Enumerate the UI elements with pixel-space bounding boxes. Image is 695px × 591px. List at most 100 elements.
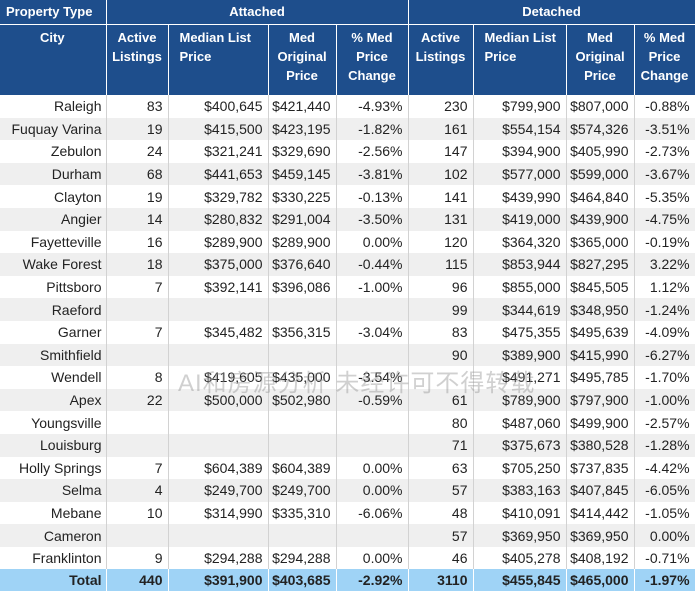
attached-active-listings-cell: 19	[106, 185, 169, 208]
attached-med-original-price-cell: $335,310	[268, 501, 337, 525]
table-row[interactable]: Clayton 19 $329,782 $330,225 -0.13% 141 $439,9…	[0, 185, 695, 208]
table-row[interactable]: Fuquay Varina 19 $415,500 $423,195 -1.82% 161…	[0, 117, 695, 141]
attached-pct-change-cell	[336, 524, 409, 547]
detached-median-list-price-cell: $855,000	[473, 275, 567, 299]
attached-med-original-price-cell	[268, 343, 337, 367]
detached-pct-change-cell: -2.73%	[634, 140, 695, 163]
detached-active-listings-cell: 61	[408, 388, 474, 412]
city-cell: Selma	[0, 479, 107, 502]
attached-median-list-price-cell: $289,900	[168, 230, 269, 254]
attached-pct-change-cell: -0.44%	[336, 253, 409, 276]
detached-active-listings-cell: 99	[408, 298, 474, 321]
attached-pct-change-cell: -0.13%	[336, 185, 409, 208]
detached-pct-change-cell: -1.05%	[634, 501, 695, 525]
detached-median-list-price-cell: $554,154	[473, 117, 567, 141]
detached-group-header[interactable]: Detached	[408, 0, 695, 25]
attached-med-original-price-cell: $423,195	[268, 117, 337, 141]
total-detached-pct-change: -1.97%	[634, 569, 695, 591]
detached-pct-med-price-change-header[interactable]: % Med Price Change	[634, 24, 695, 95]
city-cell: Holly Springs	[0, 456, 107, 480]
city-cell: Wake Forest	[0, 253, 107, 276]
city-cell: Angier	[0, 207, 107, 231]
detached-median-list-price-header[interactable]: Median List Price	[473, 24, 567, 95]
property-type-header[interactable]: Property Type	[0, 0, 107, 25]
attached-med-original-price-cell: $249,700	[268, 479, 337, 502]
attached-median-list-price-header[interactable]: Median List Price	[168, 24, 269, 95]
table-row[interactable]: Selma 4 $249,700 $249,700 0.00% 57 $383,163 $40…	[0, 479, 695, 502]
detached-median-list-price-cell: $475,355	[473, 320, 567, 344]
table-row[interactable]: Angier 14 $280,832 $291,004 -3.50% 131 $419,00…	[0, 207, 695, 231]
detached-pct-change-cell: -1.24%	[634, 298, 695, 321]
city-cell: Durham	[0, 162, 107, 186]
detached-active-listings-cell: 90	[408, 343, 474, 367]
city-cell: Raeford	[0, 298, 107, 321]
table-row[interactable]: Youngsville 80 $487,060 $499,900 -2.57%	[0, 411, 695, 434]
attached-med-original-price-cell	[268, 433, 337, 457]
attached-pct-change-cell: -3.04%	[336, 320, 409, 344]
table-row[interactable]: Wendell 8 $419,605 $435,000 -3.54% $491,271 $4…	[0, 366, 695, 389]
attached-active-listings-cell: 22	[106, 388, 169, 412]
detached-med-original-price-cell: $599,000	[566, 162, 635, 186]
city-cell: Wendell	[0, 366, 107, 389]
attached-active-listings-header[interactable]: Active Listings	[106, 24, 169, 95]
table-row[interactable]: Franklinton 9 $294,288 $294,288 0.00% 46 $405,…	[0, 546, 695, 570]
detached-med-original-price-cell: $827,295	[566, 253, 635, 276]
detached-med-original-price-cell: $369,950	[566, 524, 635, 547]
detached-median-list-price-cell: $577,000	[473, 162, 567, 186]
attached-pct-change-cell: -2.56%	[336, 140, 409, 163]
attached-pct-change-cell: -3.50%	[336, 207, 409, 231]
detached-med-original-price-cell: $348,950	[566, 298, 635, 321]
detached-pct-change-cell: -1.70%	[634, 366, 695, 389]
detached-med-original-price-cell: $807,000	[566, 95, 635, 118]
detached-med-original-price-cell: $439,900	[566, 207, 635, 231]
detached-med-original-price-cell: $464,840	[566, 185, 635, 208]
attached-med-original-price-cell: $356,315	[268, 320, 337, 344]
detached-median-list-price-cell: $369,950	[473, 524, 567, 547]
city-cell: Smithfield	[0, 343, 107, 367]
detached-pct-change-cell: -6.27%	[634, 343, 695, 367]
table-row[interactable]: Smithfield 90 $389,900 $415,990 -6.27%	[0, 343, 695, 367]
attached-med-original-price-header[interactable]: Med Original Price	[268, 24, 337, 95]
attached-med-original-price-cell: $421,440	[268, 95, 337, 118]
table-row[interactable]: Raeford 99 $344,619 $348,950 -1.24%	[0, 298, 695, 321]
detached-median-list-price-cell: $487,060	[473, 411, 567, 434]
detached-active-listings-cell	[408, 366, 474, 389]
attached-active-listings-cell: 18	[106, 253, 169, 276]
attached-median-list-price-cell	[168, 524, 269, 547]
attached-median-list-price-cell: $280,832	[168, 207, 269, 231]
city-cell: Fuquay Varina	[0, 117, 107, 141]
detached-pct-change-cell: -6.05%	[634, 479, 695, 502]
table-row[interactable]: Garner 7 $345,482 $356,315 -3.04% 83 $475,355 $…	[0, 320, 695, 344]
attached-pct-med-price-change-header[interactable]: % Med Price Change	[336, 24, 409, 95]
table-row[interactable]: Fayetteville 16 $289,900 $289,900 0.00% 120 $3…	[0, 230, 695, 254]
detached-active-listings-cell: 63	[408, 456, 474, 480]
attached-active-listings-cell	[106, 411, 169, 434]
attached-active-listings-cell: 7	[106, 456, 169, 480]
detached-median-list-price-cell: $705,250	[473, 456, 567, 480]
table-row[interactable]: Durham 68 $441,653 $459,145 -3.81% 102 $577,00…	[0, 162, 695, 186]
table-row[interactable]: Pittsboro 7 $392,141 $396,086 -1.00% 96 $855,0…	[0, 275, 695, 299]
attached-pct-change-cell: 0.00%	[336, 230, 409, 254]
detached-med-original-price-cell: $405,990	[566, 140, 635, 163]
detached-pct-change-cell: -4.09%	[634, 320, 695, 344]
table-row[interactable]: Louisburg 71 $375,673 $380,528 -1.28%	[0, 433, 695, 457]
table-row[interactable]: Wake Forest 18 $375,000 $376,640 -0.44% 115 $8…	[0, 253, 695, 276]
total-attached-active-listings: 440	[106, 569, 169, 591]
attached-median-list-price-cell: $314,990	[168, 501, 269, 525]
attached-pct-change-cell	[336, 343, 409, 367]
detached-active-listings-header[interactable]: Active Listings	[408, 24, 474, 95]
table-row[interactable]: Raleigh 83 $400,645 $421,440 -4.93% 230 $799,9…	[0, 95, 695, 118]
table-row[interactable]: Zebulon 24 $321,241 $329,690 -2.56% 147 $394,9…	[0, 140, 695, 163]
detached-active-listings-cell: 71	[408, 433, 474, 457]
attached-median-list-price-cell: $441,653	[168, 162, 269, 186]
detached-med-original-price-header[interactable]: Med Original Price	[566, 24, 635, 95]
table-row[interactable]: Cameron 57 $369,950 $369,950 0.00%	[0, 524, 695, 547]
detached-median-list-price-cell: $344,619	[473, 298, 567, 321]
table-row[interactable]: Holly Springs 7 $604,389 $604,389 0.00% 63 $70…	[0, 456, 695, 480]
attached-active-listings-cell: 4	[106, 479, 169, 502]
detached-median-list-price-cell: $491,271	[473, 366, 567, 389]
city-column-header[interactable]: City	[0, 24, 107, 95]
table-row[interactable]: Apex 22 $500,000 $502,980 -0.59% 61 $789,900 $7…	[0, 388, 695, 412]
attached-group-header[interactable]: Attached	[106, 0, 409, 25]
table-row[interactable]: Mebane 10 $314,990 $335,310 -6.06% 48 $410,091…	[0, 501, 695, 525]
